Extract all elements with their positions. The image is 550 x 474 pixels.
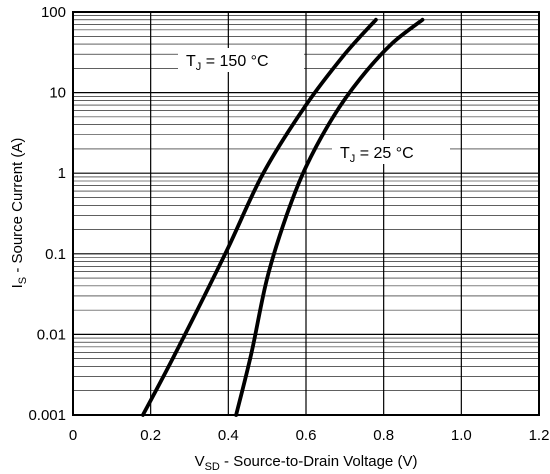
annotation-background	[178, 48, 304, 72]
series-line-tj-25c	[234, 17, 425, 417]
annotation-tj-150c: TJ = 150 °C	[178, 48, 304, 73]
y-tick-label: 0.01	[37, 326, 66, 343]
annotation-tj-25c: TJ = 25 °C	[332, 140, 450, 165]
x-axis-title: VSD - Source-to-Drain Voltage (V)	[195, 453, 418, 473]
y-tick-label: 10	[49, 85, 66, 102]
x-tick-label: 0.2	[140, 427, 161, 444]
series-line-tj-150c	[141, 17, 378, 417]
annotation-label: TJ = 150 °C	[186, 53, 269, 73]
y-tick-label: 0.1	[45, 246, 66, 263]
y-tick-label: 0.001	[28, 407, 66, 424]
x-tick-label: 0	[69, 427, 77, 444]
curves	[141, 17, 425, 417]
y-axis-title: IS - Source Current (A)	[9, 138, 29, 289]
y-tick-label: 1	[58, 165, 66, 182]
x-tick-label: 1.2	[529, 427, 550, 444]
annotation-background	[332, 140, 450, 164]
x-tick-label: 0.8	[373, 427, 394, 444]
x-tick-label: 1.0	[451, 427, 472, 444]
annotations: TJ = 150 °C TJ = 25 °C	[178, 48, 450, 165]
plot-frame	[72, 11, 540, 416]
x-tick-label: 0.6	[296, 427, 317, 444]
y-tick-label: 100	[41, 4, 66, 21]
x-tick-label: 0.4	[218, 427, 239, 444]
x-tick-labels: 0 0.2 0.4 0.6 0.8 1.0 1.2	[69, 427, 550, 444]
annotation-label: TJ = 25 °C	[340, 145, 414, 165]
grid	[73, 12, 539, 415]
y-tick-labels: 0.001 0.01 0.1 1 10 100	[28, 4, 66, 424]
